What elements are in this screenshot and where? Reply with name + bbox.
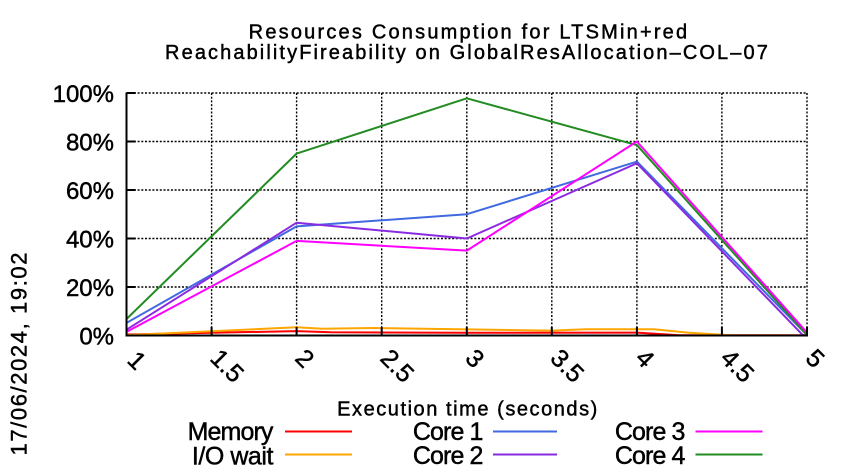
svg-text:40%: 40% (66, 227, 114, 254)
svg-text:Memory: Memory (188, 418, 274, 446)
svg-text:60%: 60% (66, 178, 114, 205)
svg-text:2.5: 2.5 (375, 344, 419, 388)
svg-text:80%: 80% (66, 130, 114, 157)
svg-text:Core 4: Core 4 (615, 442, 686, 470)
svg-text:ReachabilityFireability on Glo: ReachabilityFireability on GlobalResAllo… (165, 42, 770, 64)
svg-text:20%: 20% (66, 275, 114, 302)
svg-text:Core 3: Core 3 (615, 418, 685, 446)
svg-text:4: 4 (630, 344, 660, 374)
svg-text:3.5: 3.5 (545, 344, 589, 388)
svg-text:0%: 0% (79, 324, 114, 351)
svg-text:1.5: 1.5 (205, 344, 249, 388)
svg-text:Core 1: Core 1 (413, 418, 483, 446)
svg-text:5: 5 (800, 344, 830, 374)
svg-text:I/O wait: I/O wait (192, 443, 274, 471)
svg-text:Execution time (seconds): Execution time (seconds) (337, 398, 599, 420)
svg-text:1: 1 (122, 346, 152, 376)
svg-text:3: 3 (460, 344, 490, 374)
svg-text:Resources Consumption for LTSM: Resources Consumption for LTSMin+red (249, 21, 690, 43)
svg-text:4.5: 4.5 (715, 344, 759, 388)
svg-text:2: 2 (290, 344, 320, 374)
svg-text:Core 2: Core 2 (413, 442, 483, 470)
svg-text:17/06/2024, 19:02: 17/06/2024, 19:02 (7, 251, 32, 456)
svg-text:100%: 100% (53, 81, 114, 108)
